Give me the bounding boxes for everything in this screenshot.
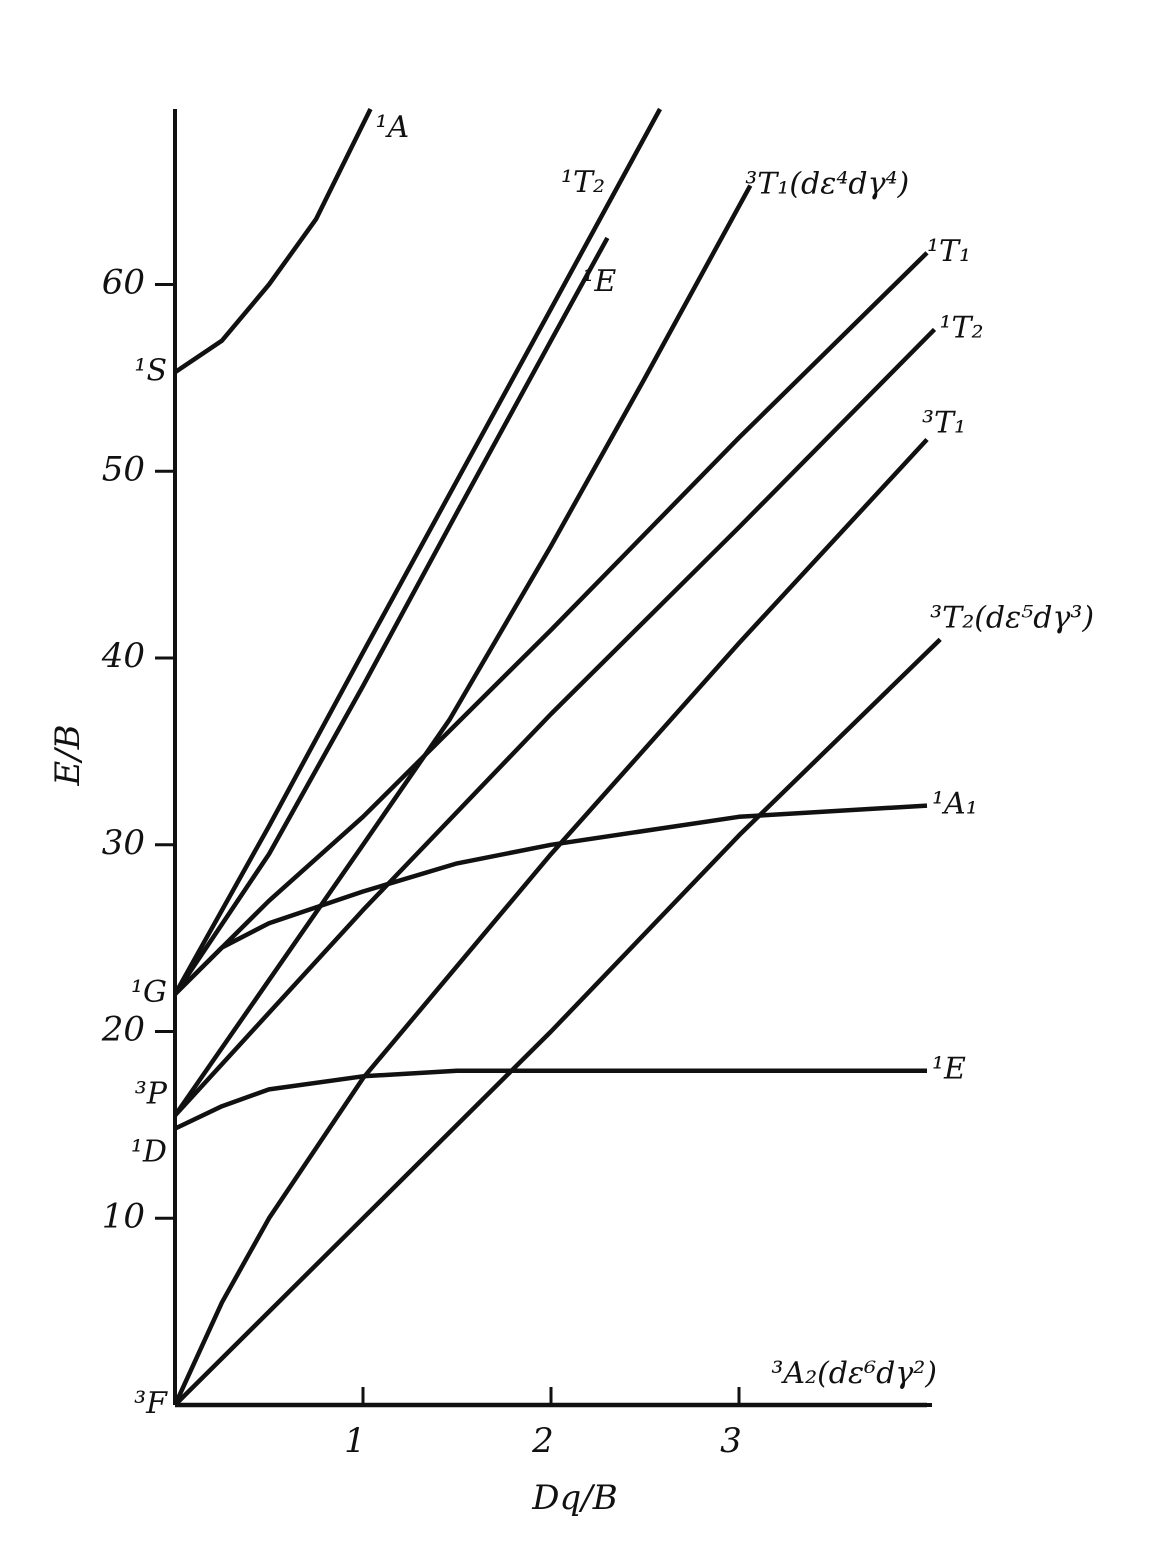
series-line xyxy=(173,236,610,996)
series-label: ¹A₁ xyxy=(932,787,978,822)
series-label: ³T₂(dε⁵dγ³) xyxy=(930,600,1094,635)
series-line xyxy=(173,803,928,996)
series-line xyxy=(174,1068,927,1131)
x-tick-label: 2 xyxy=(531,1421,554,1461)
x-tick-label: 1 xyxy=(344,1421,366,1461)
y-axis-label: E/B xyxy=(48,724,88,786)
y-tick-label: 20 xyxy=(101,1010,145,1050)
y-tick-label: 40 xyxy=(101,636,145,676)
term-label: ³F xyxy=(134,1386,168,1421)
series-label: ³A₂(dε⁶dγ²) xyxy=(771,1356,937,1391)
series-label: ¹T₁ xyxy=(927,234,971,269)
y-tick-label: 60 xyxy=(102,263,145,303)
series-line xyxy=(173,107,662,996)
series-line xyxy=(173,184,753,1117)
term-label: ¹G xyxy=(131,975,167,1010)
series-label: ³T₁ xyxy=(922,406,966,441)
series-label: ¹T₂ xyxy=(561,165,605,200)
y-tick-label: 10 xyxy=(102,1196,145,1236)
series-line xyxy=(173,637,942,1407)
series-label: ¹E xyxy=(932,1052,966,1087)
x-axis-label: Dq/B xyxy=(531,1478,617,1518)
series-line xyxy=(173,251,929,996)
y-tick-label: 30 xyxy=(102,823,145,863)
term-label: ¹D xyxy=(131,1135,167,1170)
x-tick-label: 3 xyxy=(720,1421,742,1461)
series-label: ¹T₂ xyxy=(940,310,984,345)
term-label: ³P xyxy=(135,1077,168,1112)
series-line xyxy=(173,327,937,1118)
series-label: ³T₁(dε⁴dγ⁴) xyxy=(745,167,909,202)
y-tick-label: 50 xyxy=(102,449,145,489)
series-label: ¹A xyxy=(376,110,410,145)
series-line xyxy=(172,437,929,1406)
term-label: ¹S xyxy=(134,353,167,388)
series-label: ¹E xyxy=(582,264,616,299)
series-line xyxy=(173,108,373,375)
